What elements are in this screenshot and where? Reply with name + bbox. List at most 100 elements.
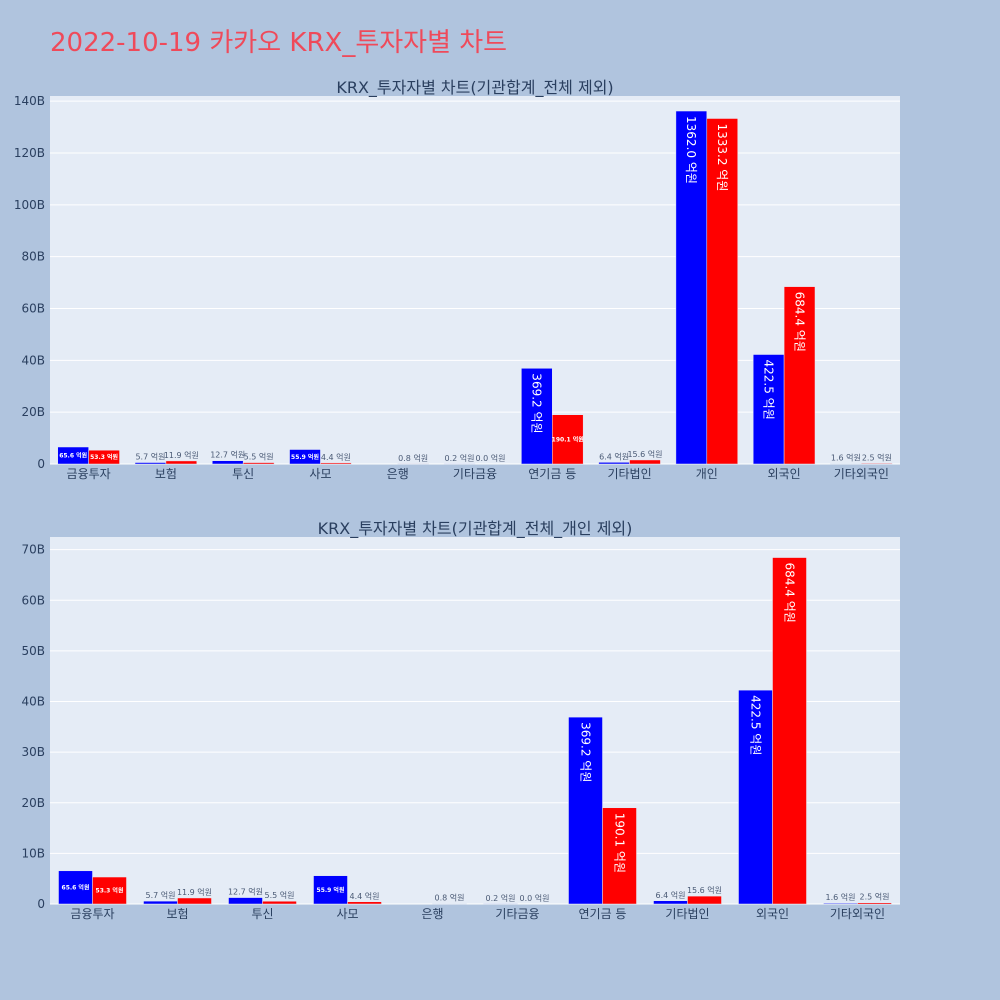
x-tick-label: 연기금 등 — [528, 467, 576, 481]
data-label: 11.9 억원 — [164, 450, 199, 460]
bar-sell — [602, 807, 637, 905]
y-tick-label: 20B — [21, 405, 45, 419]
data-label: 55.9 억원 — [291, 453, 319, 461]
x-tick-label: 금융투자 — [67, 467, 111, 481]
data-label: 1333.2 억원 — [715, 123, 729, 191]
data-label: 12.7 억원 — [210, 450, 245, 460]
data-label: 55.9 억원 — [317, 886, 345, 894]
data-label: 1362.0 억원 — [684, 116, 698, 184]
data-label: 0.0 억원 — [520, 893, 550, 903]
x-tick-label: 은행 — [421, 906, 443, 921]
data-label: 0.8 억원 — [435, 893, 465, 903]
data-label: 11.9 억원 — [177, 887, 212, 897]
data-label: 65.6 억원 — [62, 883, 90, 891]
bar-sell — [347, 901, 382, 905]
data-label: 2.5 억원 — [862, 452, 892, 462]
data-label: 0.2 억원 — [445, 453, 475, 463]
x-tick-label: 투신 — [251, 907, 273, 921]
bar-sell — [320, 462, 352, 465]
y-tick-label: 40B — [21, 353, 45, 367]
data-label: 4.4 억원 — [350, 891, 380, 901]
y-tick-label: 80B — [21, 250, 45, 264]
bar-sell — [687, 895, 722, 905]
y-tick-label: 70B — [21, 543, 45, 557]
y-tick-label: 50B — [21, 644, 45, 658]
x-tick-label: 기타법인 — [607, 467, 651, 481]
x-tick-label: 보험 — [155, 467, 177, 481]
y-tick-label: 30B — [21, 745, 45, 759]
data-label: 53.3 억원 — [90, 453, 118, 461]
data-label: 65.6 억원 — [59, 451, 87, 459]
data-label: 369.2 억원 — [530, 373, 544, 433]
bar-sell — [772, 557, 807, 905]
bar-sell — [88, 449, 120, 465]
x-tick-label: 기타금융 — [453, 467, 497, 481]
data-label: 12.7 억원 — [228, 887, 263, 897]
y-tick-label: 20B — [21, 796, 45, 810]
data-label: 684.4 억원 — [782, 563, 796, 623]
data-label: 190.1 억원 — [612, 813, 626, 873]
bar-buy — [738, 689, 773, 905]
data-label: 1.6 억원 — [831, 453, 861, 463]
bar-buy — [752, 354, 785, 465]
bar-buy — [289, 449, 321, 465]
data-label: 53.3 억원 — [96, 887, 124, 895]
data-label: 5.7 억원 — [146, 890, 176, 900]
bar-buy — [568, 716, 603, 905]
data-label: 15.6 억원 — [687, 885, 722, 895]
bar-buy — [675, 110, 708, 465]
x-tick-label: 투신 — [232, 467, 254, 481]
bar-buy — [653, 900, 688, 905]
data-label: 5.5 억원 — [244, 452, 274, 462]
x-tick-label: 외국인 — [756, 907, 789, 921]
bar-sell — [857, 902, 892, 905]
chart-title: KRX_투자자별 차트(기관합계_전체 제외) — [336, 78, 613, 98]
data-label: 5.7 억원 — [135, 452, 165, 462]
y-tick-label: 120B — [14, 146, 45, 160]
x-tick-label: 기타금융 — [495, 907, 539, 921]
x-tick-label: 은행 — [387, 466, 409, 481]
data-label: 190.1 억원 — [552, 435, 584, 443]
x-tick-label: 금융투자 — [70, 907, 114, 921]
x-tick-label: 보험 — [166, 907, 188, 921]
bar-sell — [861, 463, 893, 465]
x-tick-label: 기타법인 — [665, 907, 709, 921]
bar-sell — [165, 460, 198, 465]
bar-buy — [58, 870, 93, 905]
page-title: 2022-10-19 카카오 KRX_투자자별 차트 — [50, 28, 508, 58]
chart-title: KRX_투자자별 차트(기관합계_전체_개인 제외) — [318, 519, 633, 539]
data-label: 6.4 억원 — [656, 890, 686, 900]
bar-sell — [783, 286, 816, 465]
data-label: 684.4 억원 — [792, 292, 806, 352]
bar-sell — [706, 118, 738, 465]
y-tick-label: 60B — [21, 302, 45, 316]
data-label: 0.0 억원 — [475, 453, 505, 463]
bar-buy — [143, 900, 178, 905]
bar-buy — [823, 902, 858, 905]
data-label: 4.4 억원 — [321, 452, 351, 462]
bar-sell — [177, 897, 212, 905]
y-tick-label: 0 — [37, 457, 45, 471]
data-label: 1.6 억원 — [826, 892, 856, 902]
data-label: 422.5 억원 — [748, 695, 762, 755]
bar-sell — [242, 462, 275, 465]
data-label: 0.2 억원 — [486, 893, 516, 903]
bar-sell — [262, 900, 297, 905]
x-tick-label: 개인 — [696, 467, 718, 481]
data-label: 422.5 억원 — [761, 360, 775, 420]
x-tick-label: 사모 — [336, 907, 358, 921]
y-tick-label: 0 — [37, 897, 45, 911]
y-tick-label: 40B — [21, 695, 45, 709]
x-tick-label: 기타외국인 — [830, 907, 885, 921]
data-label: 2.5 억원 — [860, 892, 890, 902]
y-tick-label: 100B — [14, 198, 45, 212]
x-tick-label: 기타외국인 — [834, 467, 889, 481]
data-label: 6.4 억원 — [599, 451, 629, 461]
bar-buy — [521, 368, 553, 465]
y-tick-label: 10B — [21, 846, 45, 860]
bar-buy — [228, 897, 263, 905]
data-label: 0.8 억원 — [398, 453, 428, 463]
data-label: 15.6 억원 — [627, 449, 662, 459]
